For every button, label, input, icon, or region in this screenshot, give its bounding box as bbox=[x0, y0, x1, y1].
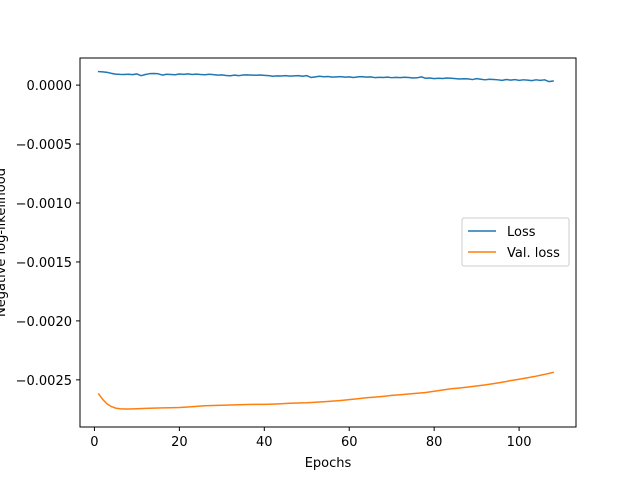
x-tick-label: 80 bbox=[426, 435, 443, 450]
y-tick-label: −0.0015 bbox=[16, 256, 72, 271]
y-tick-label: −0.0010 bbox=[16, 197, 72, 212]
plot-frame bbox=[79, 57, 577, 428]
x-tick-label: 0 bbox=[90, 435, 98, 450]
legend: Loss Val. loss bbox=[461, 217, 570, 267]
series-line-1 bbox=[97, 371, 554, 410]
series-line-0 bbox=[97, 70, 554, 83]
y-axis-ticks: 0.0000 −0.0005 −0.0010 −0.0015 −0.0020 −0.002… bbox=[16, 79, 80, 389]
x-tick-label: 20 bbox=[171, 435, 188, 450]
y-axis-label: Negative log-likelihood bbox=[0, 168, 9, 317]
y-tick-label: −0.0005 bbox=[16, 138, 72, 153]
x-tick-label: 40 bbox=[256, 435, 273, 450]
x-axis-label: Epochs bbox=[305, 456, 352, 471]
legend-box bbox=[461, 217, 570, 267]
x-axis-ticks: 0 20 40 60 80 100 bbox=[90, 427, 532, 450]
legend-label-1: Val. loss bbox=[507, 246, 560, 261]
legend-label-0: Loss bbox=[507, 225, 536, 240]
y-tick-label: −0.0020 bbox=[16, 315, 72, 330]
y-tick-label: 0.0000 bbox=[27, 79, 73, 94]
y-tick-label: −0.0025 bbox=[16, 374, 72, 389]
x-tick-label: 60 bbox=[341, 435, 358, 450]
series-layer bbox=[97, 70, 554, 410]
x-tick-label: 100 bbox=[507, 435, 532, 450]
